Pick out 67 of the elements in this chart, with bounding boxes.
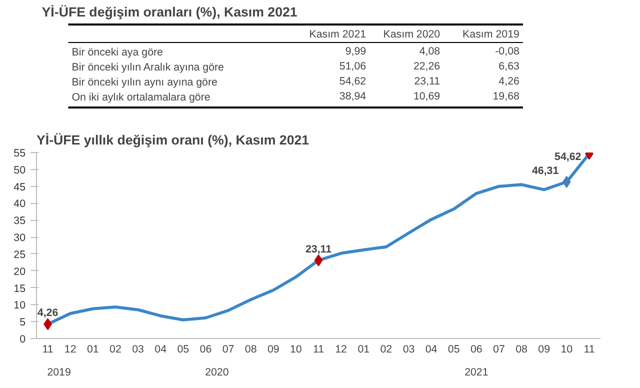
category-label: Kasım 2020 [383,28,440,40]
x-tick-label: 05 [448,344,460,356]
x-tick-label: 05 [177,344,190,356]
x-tick-label: 01 [86,344,99,356]
text: 4,26 [498,76,520,88]
category-label: Bir önceki yılın Aralık ayına göre [72,62,224,74]
category-label: Kasım 2021 [309,28,366,40]
x-tick-label: 11 [42,344,54,356]
y-tick-label: 0 [20,334,26,346]
x-tick-label: 12 [64,344,76,356]
text: 38,94 [339,90,366,102]
text: 2019 [47,366,71,378]
y-tick-label: 55 [14,148,26,160]
x-tick-label: 03 [132,344,144,356]
text: 2021 [464,366,488,378]
text: 2020 [205,366,229,378]
x-tick-label: 03 [402,344,415,356]
text: Yİ-ÜFE değişim oranları (%), Kasım 2021 [42,4,298,20]
x-tick-label: 09 [267,344,280,356]
y-tick-label: 10 [14,300,26,312]
data-label: 23,11 [305,243,332,256]
text: 51,06 [339,60,366,72]
x-tick-label: 12 [335,344,348,356]
x-tick-label: 08 [244,344,257,356]
y-tick-label: 40 [14,198,26,210]
category-label: Bir önceki yılın aynı ayına göre [72,76,218,88]
x-tick-label: 02 [380,344,392,356]
y-tick-label: 50 [14,164,26,176]
x-tick-label: 09 [538,344,550,356]
y-tick-label: 5 [20,316,26,329]
text: 23,11 [414,76,440,88]
data-label: 54,62 [554,150,582,163]
data-label: 46,31 [532,164,559,177]
y-tick-label: 15 [14,282,26,295]
text: -0,08 [495,46,520,58]
point [314,254,323,266]
y-tick-label: 30 [14,232,26,244]
category-label: Bir önceki aya göre [72,46,163,58]
data-label: 4,26 [37,307,58,320]
point [562,176,571,188]
x-tick-label: 10 [290,344,302,356]
x-tick-label: 07 [222,344,234,356]
text: 54,62 [339,76,366,88]
text: 19,68 [492,90,520,102]
x-tick-label: 11 [584,344,595,356]
text: 9,99 [345,46,366,58]
x-tick-label: 01 [358,344,370,356]
category-label: Kasım 2019 [462,28,520,40]
y-tick-label: 35 [14,215,26,228]
y-tick-label: 25 [14,248,26,261]
y-tick-label: 20 [14,266,26,278]
x-tick-label: 11 [312,344,324,356]
x-tick-label: 07 [493,344,505,356]
y-tick-label: 45 [14,181,26,194]
x-tick-label: 06 [200,344,212,356]
x-tick-label: 02 [110,344,122,356]
text: 4,08 [419,46,440,58]
text: 10,69 [413,90,440,102]
x-tick-label: 08 [516,344,528,356]
x-tick-label: 04 [425,344,438,356]
chart-title: Yİ-ÜFE yıllık değişim oranı (%), Kasım 2021 [36,132,310,148]
text: 22,26 [413,60,440,72]
x-tick-label: 04 [154,344,167,356]
x-tick-label: 10 [560,344,573,356]
x-tick-label: 06 [470,344,482,356]
category-label: On iki aylık ortalamalara göre [72,92,210,104]
text: 6,63 [498,60,520,72]
